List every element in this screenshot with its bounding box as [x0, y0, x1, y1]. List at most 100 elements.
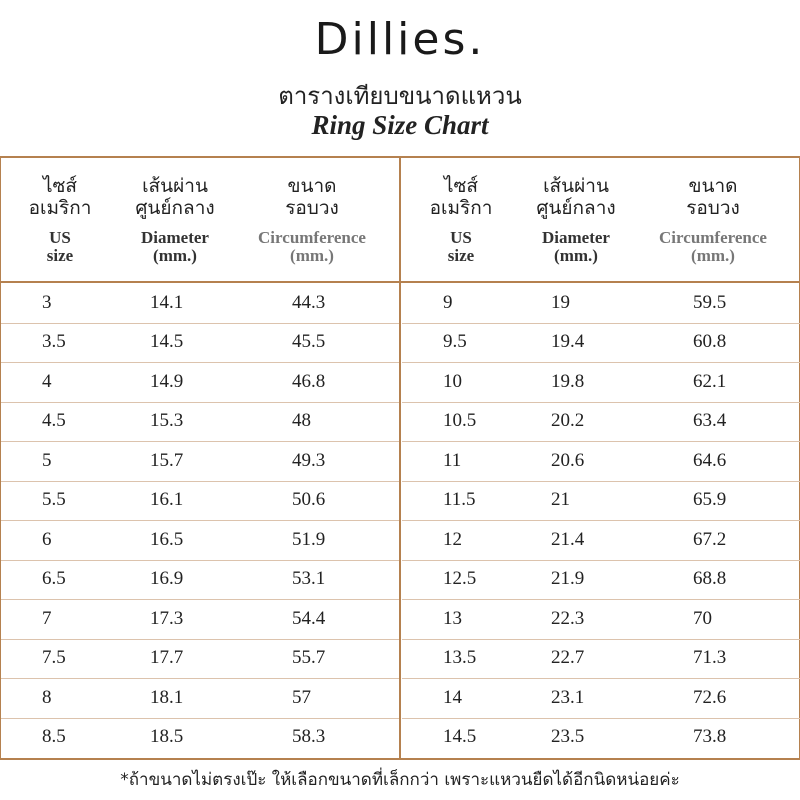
header-english: size — [447, 246, 475, 265]
cell: 14.1 — [150, 291, 184, 313]
cell: 6.5 — [42, 568, 66, 590]
row-rule — [1, 717, 399, 719]
row-rule — [402, 520, 800, 521]
cell: 16.1 — [150, 489, 184, 511]
row-rule — [1, 520, 399, 521]
header-thai: อเมริกา — [429, 197, 493, 219]
cell: 63.4 — [693, 410, 727, 432]
cell: 15.7 — [150, 449, 184, 471]
title-english: Ring Size Chart — [311, 110, 489, 140]
logo: Dillies. — [314, 14, 486, 65]
header-english: (mm.) — [290, 246, 334, 265]
header-thai: รอบวง — [686, 197, 740, 219]
cell: 51.9 — [292, 528, 326, 550]
cell: 14.9 — [150, 370, 184, 392]
header-english: Diameter — [542, 228, 610, 247]
cell: 64.6 — [693, 449, 727, 471]
cell: 18.1 — [150, 686, 184, 708]
header-rule — [0, 281, 800, 283]
cell: 13.5 — [443, 647, 477, 669]
cell: 73.8 — [693, 726, 727, 748]
cell: 8 — [42, 686, 52, 708]
cell: 21 — [551, 489, 570, 511]
header-english: Diameter — [141, 228, 209, 247]
header-thai: เส้นผ่าน — [543, 175, 609, 197]
cell: 7 — [42, 607, 52, 629]
cell: 54.4 — [292, 607, 326, 629]
cell: 59.5 — [693, 291, 727, 313]
cell: 23.5 — [551, 726, 585, 748]
header-thai: ศูนย์กลาง — [536, 197, 616, 219]
cell: 13 — [443, 607, 462, 629]
cell: 62.1 — [693, 370, 727, 392]
cell: 3 — [42, 291, 52, 313]
header-thai: เส้นผ่าน — [142, 175, 208, 197]
cell: 11 — [443, 449, 462, 471]
row-rule — [402, 362, 800, 363]
cell: 9 — [443, 291, 453, 313]
cell: 70 — [693, 607, 712, 629]
row-rule — [402, 678, 800, 679]
cell: 8.5 — [42, 726, 66, 748]
row-rule — [402, 401, 800, 403]
header-thai: ไซส์ — [443, 175, 479, 197]
cell: 21.9 — [551, 568, 585, 590]
title-thai: ตารางเทียบขนาดแหวน — [278, 82, 522, 110]
row-rule — [1, 401, 399, 403]
cell: 55.7 — [292, 647, 326, 669]
cell: 17.7 — [150, 647, 184, 669]
header-thai: ศูนย์กลาง — [135, 197, 215, 219]
row-rule — [1, 599, 399, 600]
cell: 48 — [292, 410, 311, 432]
cell: 16.9 — [150, 568, 184, 590]
cell: 46.8 — [292, 370, 326, 392]
cell: 11.5 — [443, 489, 476, 511]
cell: 16.5 — [150, 528, 184, 550]
cell: 4.5 — [42, 410, 66, 432]
cell: 58.3 — [292, 726, 326, 748]
header-thai: รอบวง — [285, 197, 339, 219]
cell: 5.5 — [42, 489, 66, 511]
row-rule — [402, 717, 800, 719]
cell: 12.5 — [443, 568, 477, 590]
header-thai: อเมริกา — [28, 197, 92, 219]
row-rule — [1, 480, 399, 482]
footnote: *ถ้าขนาดไม่ตรงเป๊ะ ให้เลือกขนาดที่เล็กกว… — [120, 770, 680, 790]
header-english: (mm.) — [554, 246, 598, 265]
cell: 14.5 — [443, 726, 477, 748]
cell: 60.8 — [693, 331, 727, 353]
cell: 14 — [443, 686, 462, 708]
cell: 53.1 — [292, 568, 326, 590]
cell: 15.3 — [150, 410, 184, 432]
cell: 57 — [292, 686, 311, 708]
row-rule — [402, 599, 800, 600]
row-rule — [402, 441, 800, 442]
cell: 23.1 — [551, 686, 585, 708]
row-rule — [1, 559, 399, 561]
cell: 67.2 — [693, 528, 727, 550]
header-english: (mm.) — [691, 246, 735, 265]
row-rule — [402, 559, 800, 561]
header-english: Circumference — [258, 228, 366, 247]
cell: 6 — [42, 528, 52, 550]
cell: 49.3 — [292, 449, 326, 471]
cell: 68.8 — [693, 568, 727, 590]
row-rule — [1, 322, 399, 324]
cell: 9.5 — [443, 331, 467, 353]
cell: 12 — [443, 528, 462, 550]
row-rule — [1, 678, 399, 679]
row-rule — [402, 322, 800, 324]
cell: 17.3 — [150, 607, 184, 629]
header-english: size — [46, 246, 74, 265]
row-rule — [402, 480, 800, 482]
row-rule — [402, 638, 800, 640]
header-thai: ขนาด — [287, 175, 337, 197]
row-rule — [1, 362, 399, 363]
cell: 19 — [551, 291, 570, 313]
cell: 4 — [42, 370, 52, 392]
cell: 72.6 — [693, 686, 727, 708]
cell: 5 — [42, 449, 52, 471]
cell: 50.6 — [292, 489, 326, 511]
cell: 19.4 — [551, 331, 585, 353]
